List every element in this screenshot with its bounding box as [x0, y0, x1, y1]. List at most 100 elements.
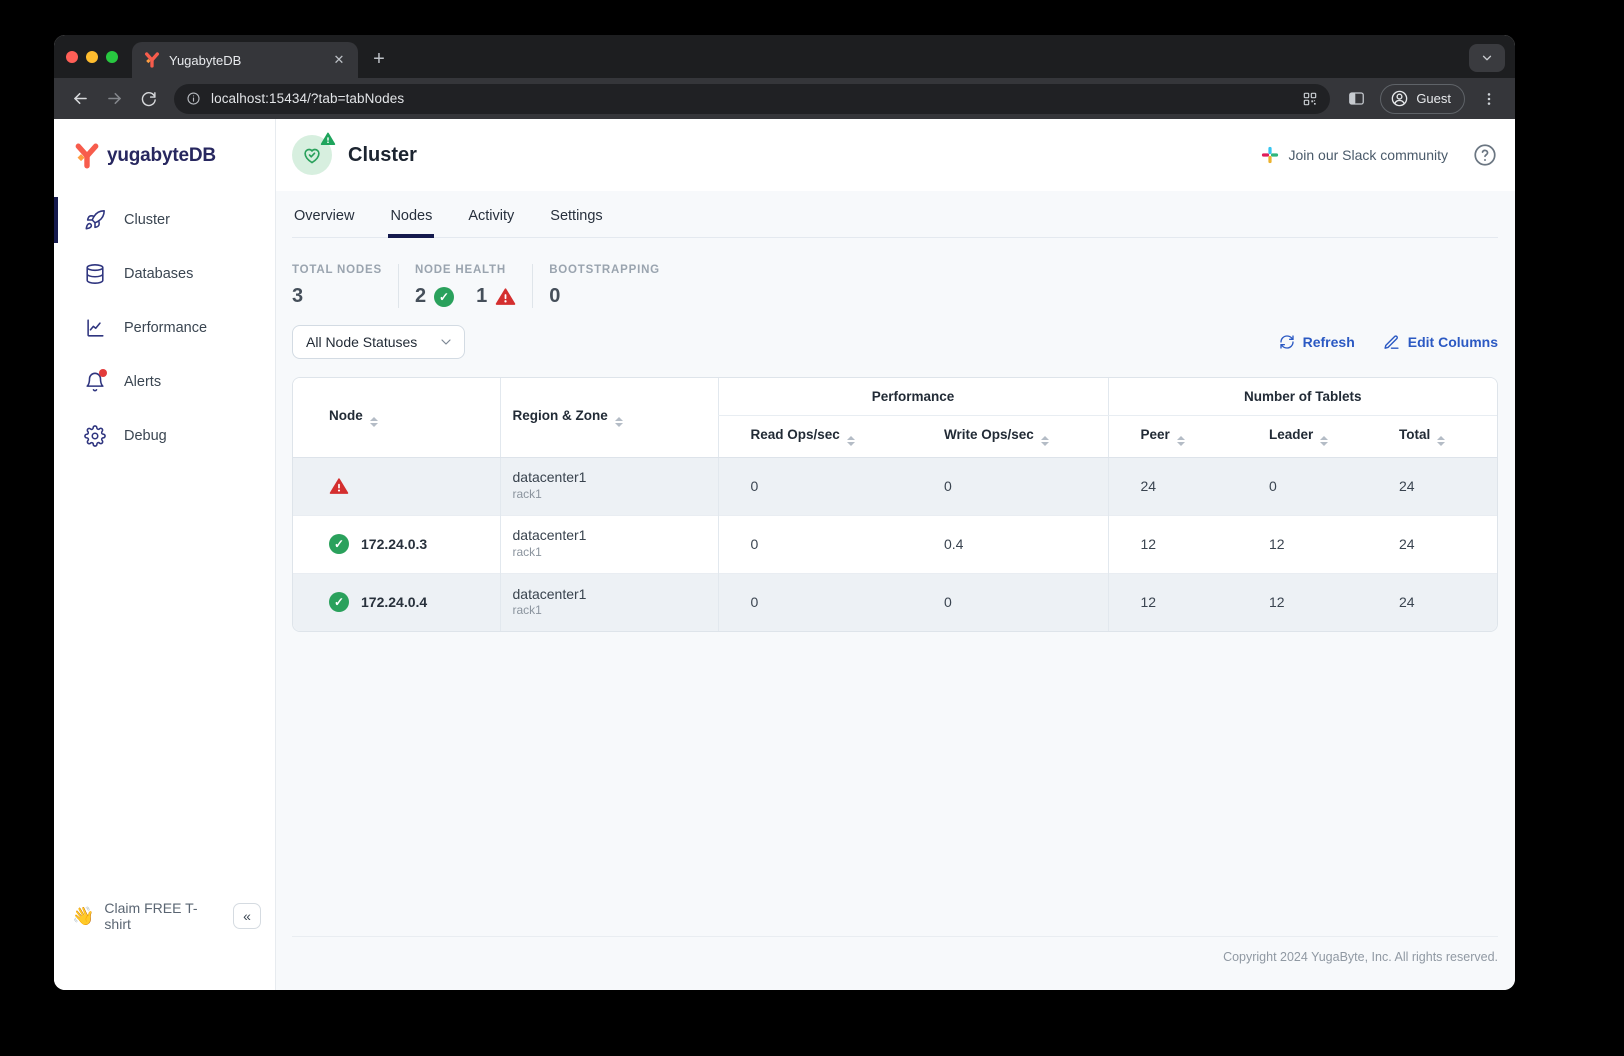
column-group-tablets: Number of Tablets — [1107, 378, 1497, 416]
forward-button[interactable] — [98, 83, 130, 115]
side-panel-icon — [1348, 92, 1364, 105]
profile-avatar-icon — [1392, 90, 1408, 107]
chevron-down-icon — [441, 339, 451, 345]
sidebar-item-label: Alerts — [124, 374, 162, 390]
copyright-footer: Copyright 2024 YugaByte, Inc. All rights… — [292, 936, 1498, 990]
table-row[interactable]: ✓ 172.24.0.3 datacenter1 rack1 0 0.4 12 1… — [293, 514, 1497, 573]
read-ops-value: 0 — [717, 572, 912, 631]
yugabyte-logo-icon — [75, 143, 99, 169]
table-row[interactable]: datacenter1 rack1 0 0 24 0 24 — [293, 457, 1497, 515]
slack-link-label: Join our Slack community — [1288, 147, 1448, 163]
zone-name: rack1 — [512, 486, 542, 501]
peer-tablets-value: 12 — [1107, 514, 1238, 573]
stat-value: 2 ✓ 1 — [415, 285, 516, 308]
window-minimize-button[interactable] — [86, 50, 98, 63]
edit-columns-button[interactable]: Edit Columns — [1383, 334, 1498, 351]
leader-tablets-value: 0 — [1237, 457, 1368, 515]
sidebar-item-alerts[interactable]: Alerts — [54, 355, 275, 409]
leader-tablets-value: 12 — [1237, 514, 1368, 573]
back-button[interactable] — [64, 83, 96, 115]
tab-settings[interactable]: Settings — [550, 208, 603, 224]
healthy-count: 2 — [414, 285, 427, 307]
profile-button[interactable]: Guest — [1380, 83, 1465, 114]
write-ops-value: 0.4 — [912, 514, 1109, 573]
reload-icon — [141, 92, 156, 107]
side-panel-button[interactable] — [1340, 83, 1372, 115]
slack-community-link[interactable]: Join our Slack community — [1261, 146, 1448, 164]
url-text[interactable]: localhost:15434/?tab=tabNodes — [211, 91, 405, 106]
column-header-total[interactable]: Total — [1367, 415, 1497, 458]
window-close-button[interactable] — [66, 50, 78, 63]
check-circle-icon: ✓ — [434, 286, 455, 307]
claim-tshirt-link[interactable]: Claim FREE T-shirt — [104, 900, 198, 932]
app-root: yugabyteDB Cluster Databases Performance — [54, 119, 1515, 990]
peer-tablets-value: 24 — [1107, 457, 1238, 515]
node-status-filter-select[interactable]: All Node Statuses — [292, 325, 465, 359]
sidebar-item-label: Performance — [124, 320, 208, 336]
leader-tablets-value: 12 — [1237, 572, 1368, 631]
column-header-read-ops[interactable]: Read Ops/sec — [717, 415, 912, 458]
main-content: Cluster Join our Slack community Overvie… — [276, 119, 1515, 990]
kebab-menu-icon — [1487, 92, 1491, 105]
site-info-icon[interactable] — [186, 91, 201, 106]
tab-close-icon[interactable]: ✕ — [333, 52, 345, 67]
qr-code-icon[interactable] — [1302, 91, 1318, 107]
stat-label: NODE HEALTH — [414, 264, 506, 276]
refresh-icon — [1279, 335, 1294, 349]
chevron-down-icon — [1482, 55, 1492, 61]
sidebar-item-label: Cluster — [124, 212, 170, 228]
window-zoom-button[interactable] — [106, 50, 118, 63]
tab-overview[interactable]: Overview — [294, 208, 355, 224]
sidebar-item-databases[interactable]: Databases — [54, 247, 275, 301]
total-tablets-value: 24 — [1367, 572, 1497, 631]
sort-icon — [1320, 435, 1329, 446]
zone-name: rack1 — [512, 544, 542, 559]
profile-label: Guest — [1416, 91, 1451, 106]
refresh-label: Refresh — [1302, 334, 1355, 350]
browser-tab[interactable]: YugabyteDB ✕ — [132, 42, 358, 78]
tab-search-chevron-button[interactable] — [1469, 44, 1505, 72]
gear-icon — [84, 425, 106, 447]
warning-count: 1 — [476, 285, 488, 307]
sidebar-item-cluster[interactable]: Cluster — [54, 193, 275, 247]
sort-icon — [846, 435, 855, 446]
help-icon[interactable] — [1472, 142, 1498, 168]
total-tablets-value: 24 — [1367, 514, 1497, 573]
column-header-write-ops[interactable]: Write Ops/sec — [912, 415, 1109, 458]
node-healthy-icon: ✓ — [329, 592, 349, 613]
url-bar[interactable]: localhost:15434/?tab=tabNodes — [174, 83, 1331, 114]
brand-logo[interactable]: yugabyteDB — [54, 139, 275, 173]
read-ops-value: 0 — [717, 514, 912, 573]
reload-button[interactable] — [132, 83, 164, 115]
column-header-peer[interactable]: Peer — [1107, 415, 1238, 458]
sidebar-item-debug[interactable]: Debug — [54, 409, 275, 463]
column-group-performance: Performance — [717, 378, 1109, 416]
alert-badge-dot — [99, 369, 107, 377]
page-title: Cluster — [348, 143, 417, 166]
page-header: Cluster Join our Slack community — [276, 119, 1515, 191]
tab-nodes[interactable]: Nodes — [388, 191, 435, 238]
sort-icon — [614, 416, 623, 427]
zone-name: rack1 — [512, 603, 542, 618]
column-header-leader[interactable]: Leader — [1237, 415, 1368, 458]
new-tab-button[interactable]: + — [373, 47, 385, 70]
sidebar-item-performance[interactable]: Performance — [54, 301, 275, 355]
tab-activity[interactable]: Activity — [468, 208, 515, 224]
chart-line-icon — [84, 317, 106, 339]
refresh-button[interactable]: Refresh — [1279, 334, 1355, 350]
browser-menu-button[interactable] — [1473, 83, 1505, 115]
bell-icon — [84, 369, 107, 393]
warning-triangle-badge-icon — [320, 131, 336, 152]
read-ops-value: 0 — [717, 457, 912, 515]
column-header-region-zone[interactable]: Region & Zone — [499, 378, 718, 458]
stat-bootstrapping: BOOTSTRAPPING 0 — [532, 264, 676, 308]
sidebar-item-label: Debug — [124, 428, 167, 444]
sidebar-collapse-button[interactable]: « — [233, 903, 261, 929]
sort-icon — [369, 416, 378, 427]
peer-tablets-value: 12 — [1107, 572, 1238, 631]
tab-title: YugabyteDB — [169, 52, 242, 68]
table-row[interactable]: ✓ 172.24.0.4 datacenter1 rack1 0 0 12 12 … — [293, 572, 1497, 631]
column-header-node[interactable]: Node — [293, 378, 500, 458]
sort-icon — [1176, 435, 1185, 446]
node-status-filter-value: All Node Statuses — [306, 334, 418, 350]
